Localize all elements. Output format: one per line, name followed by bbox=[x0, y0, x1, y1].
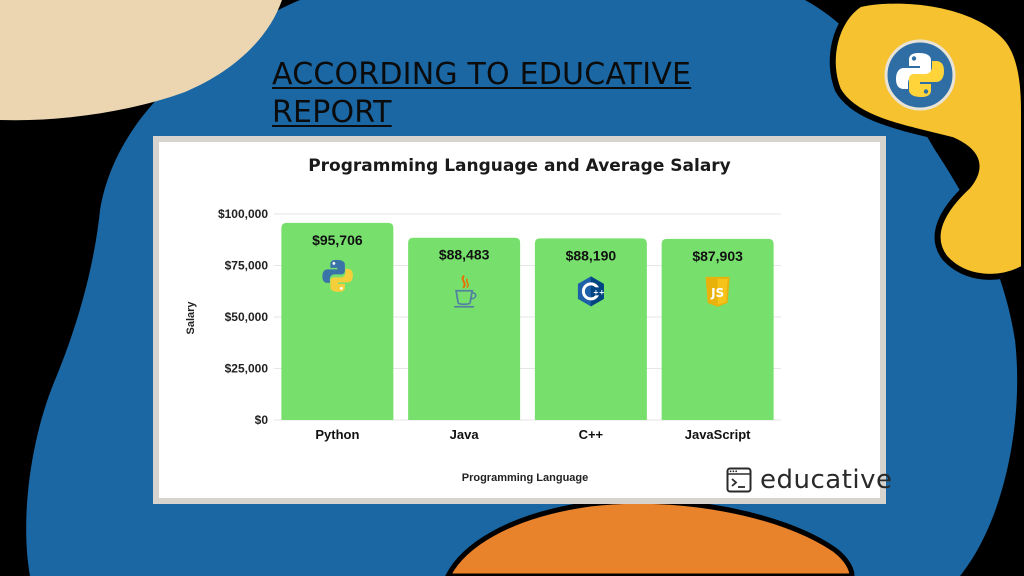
x-tick-label: Java bbox=[450, 427, 480, 442]
python-logo-icon bbox=[884, 39, 956, 111]
yellow-blob bbox=[829, 0, 1024, 280]
data-label: $88,483 bbox=[439, 247, 490, 263]
chart-frame: Programming Language and Average Salary … bbox=[153, 136, 892, 504]
data-label: $88,190 bbox=[566, 247, 617, 263]
x-tick-label: C++ bbox=[579, 427, 604, 442]
bar-java bbox=[408, 237, 521, 420]
y-tick-label: $0 bbox=[255, 413, 269, 427]
chart-title: Programming Language and Average Salary bbox=[308, 156, 731, 176]
bar-python bbox=[281, 222, 394, 420]
logo-text: educative bbox=[760, 465, 893, 495]
y-tick-label: $100,000 bbox=[218, 207, 268, 221]
y-tick-label: $75,000 bbox=[225, 259, 269, 273]
x-tick-label: JavaScript bbox=[685, 427, 751, 442]
cream-blob bbox=[0, 0, 282, 121]
data-label: $87,903 bbox=[692, 248, 743, 264]
y-axis-label: Salary bbox=[185, 301, 197, 335]
y-tick-label: $50,000 bbox=[225, 310, 269, 324]
python-logo-icon bbox=[322, 259, 353, 292]
svg-text:++: ++ bbox=[593, 288, 605, 296]
data-label: $95,706 bbox=[312, 232, 363, 248]
terminal-icon bbox=[726, 467, 752, 493]
x-tick-label: Python bbox=[315, 427, 359, 442]
chart-panel: Programming Language and Average Salary … bbox=[159, 142, 892, 498]
y-tick-label: $25,000 bbox=[225, 362, 269, 376]
java-logo-icon bbox=[454, 274, 477, 308]
x-axis-label: Programming Language bbox=[462, 472, 589, 484]
bar-chart: $0 $25,000 $50,000 $75,000 $100,000 Salary $95… bbox=[185, 207, 781, 484]
cpp-logo-icon: ++ bbox=[577, 276, 605, 307]
javascript-logo-icon: JS bbox=[705, 276, 730, 307]
slide-title: ACCORDING TO EDUCATIVE REPORT bbox=[272, 57, 692, 130]
educative-logo: educative bbox=[726, 465, 893, 495]
bar-javascript bbox=[661, 238, 774, 420]
svg-text:JS: JS bbox=[710, 286, 724, 300]
bar-c bbox=[534, 238, 647, 420]
